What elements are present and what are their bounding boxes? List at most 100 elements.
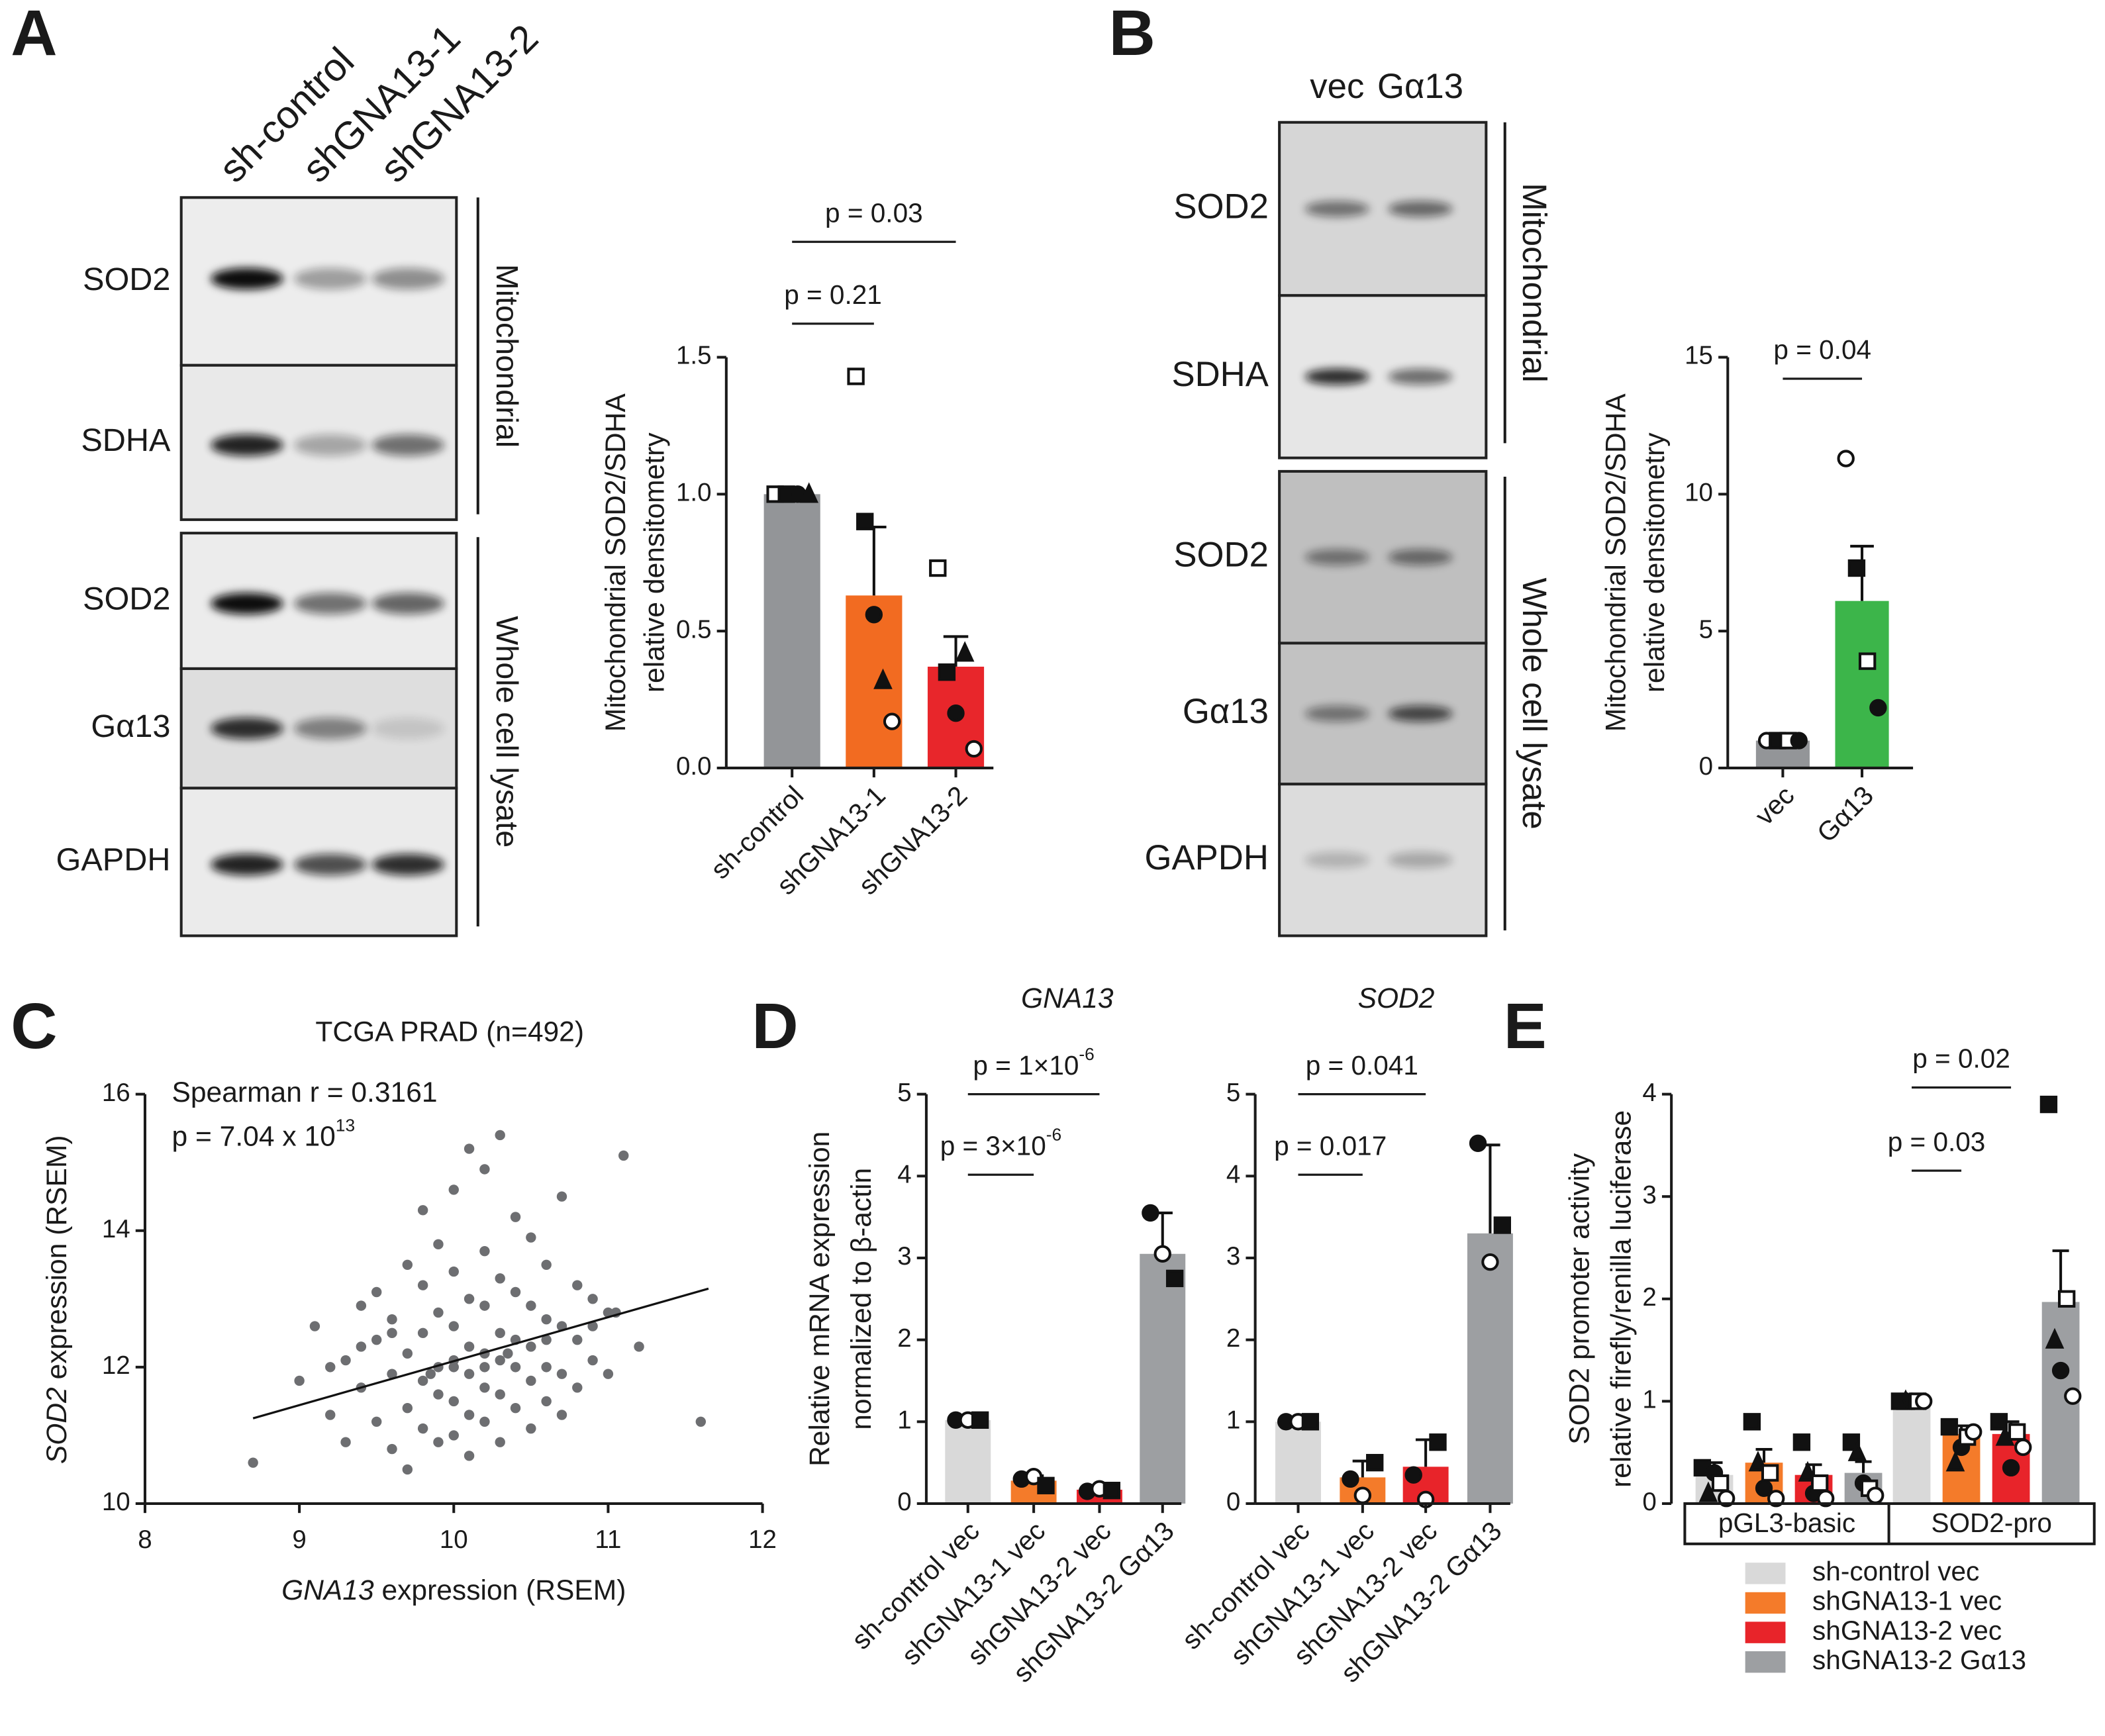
data-point	[1698, 1481, 1718, 1502]
data-point	[402, 1348, 413, 1359]
y-tick-label: 0	[1699, 752, 1713, 781]
significance-label: p = 0.03	[825, 197, 923, 228]
y-tick-label: 15	[1685, 342, 1713, 370]
data-point	[541, 1396, 552, 1407]
band	[1304, 549, 1369, 565]
error-bar	[1755, 1448, 1773, 1463]
data-point	[947, 704, 965, 722]
data-point	[587, 1321, 598, 1331]
x-tick-label: 10	[440, 1525, 468, 1554]
band	[294, 434, 367, 456]
data-point	[479, 1362, 490, 1373]
data-point	[971, 1411, 989, 1429]
data-point	[856, 512, 874, 530]
data-point	[526, 1232, 536, 1243]
y-axis-label: SOD2 promoter activity	[1564, 1153, 1596, 1445]
x-axis-label-italic: GNA13	[281, 1574, 374, 1606]
data-point	[541, 1314, 552, 1325]
data-point	[587, 1294, 598, 1304]
significance-label: p = 0.041	[1306, 1050, 1418, 1081]
legend-swatch	[1745, 1592, 1786, 1614]
data-point	[799, 482, 819, 503]
data-point	[541, 1334, 552, 1345]
data-point	[448, 1321, 459, 1331]
bar	[763, 494, 820, 768]
panel-letter: E	[1504, 990, 1547, 1062]
chart-title: GNA13	[1021, 983, 1114, 1014]
data-point	[387, 1327, 397, 1339]
blot-row-label: Gα13	[91, 708, 170, 744]
data-point	[510, 1362, 521, 1373]
band	[211, 593, 283, 614]
data-point	[526, 1341, 536, 1352]
data-point	[2039, 1095, 2058, 1114]
data-point	[1301, 1413, 1320, 1431]
data-point	[1469, 1134, 1487, 1153]
y-tick-label: 0	[1226, 1488, 1240, 1516]
data-point	[433, 1239, 444, 1250]
data-point	[248, 1457, 258, 1468]
band	[294, 267, 367, 290]
y-tick-label: 3	[1642, 1181, 1656, 1209]
data-point	[1915, 1392, 1933, 1410]
blot-group-label: Whole cell lysate	[1516, 578, 1553, 830]
significance-label: p = 0.03	[1888, 1126, 1986, 1157]
y-tick-label: 3	[1226, 1242, 1240, 1271]
y-tick-label: 16	[102, 1079, 130, 1107]
data-point	[448, 1362, 459, 1373]
significance-label-base: p = 1×10	[973, 1050, 1079, 1081]
data-point	[340, 1355, 351, 1366]
band	[294, 717, 367, 740]
chart-title: TCGA PRAD (n=492)	[315, 1016, 584, 1048]
data-point	[1366, 1453, 1384, 1472]
data-point	[479, 1245, 490, 1257]
x-axis-label-rest: expression (RSEM)	[374, 1574, 626, 1606]
panel-letter: C	[11, 990, 57, 1062]
data-point	[1743, 1413, 1761, 1431]
y-tick-label: 1	[1642, 1386, 1656, 1414]
data-point	[2002, 1459, 2020, 1477]
data-point	[479, 1382, 490, 1393]
data-point	[603, 1369, 614, 1379]
blot-group-label: Whole cell lysate	[490, 616, 524, 847]
data-point	[618, 1150, 629, 1161]
data-point	[1342, 1470, 1359, 1488]
data-point	[294, 1375, 305, 1386]
data-point	[2014, 1438, 2032, 1457]
data-point	[1847, 559, 1866, 577]
band	[1304, 851, 1369, 868]
y-tick-label: 10	[1685, 479, 1713, 507]
data-point	[417, 1375, 428, 1386]
data-point	[695, 1416, 707, 1427]
data-point	[1817, 1490, 1835, 1508]
data-point	[417, 1423, 428, 1434]
data-point	[938, 663, 956, 681]
y-tick-label: 0.0	[676, 752, 712, 781]
chart-title: SOD2	[1358, 983, 1435, 1014]
x-tick-label: 12	[748, 1525, 777, 1554]
legend-label: sh-control vec	[1812, 1556, 1979, 1586]
data-point	[572, 1280, 583, 1290]
data-point	[464, 1341, 475, 1352]
significance-label-sup: -6	[1046, 1124, 1061, 1144]
data-point	[1429, 1433, 1447, 1451]
band	[211, 267, 283, 290]
data-point	[965, 740, 983, 758]
band	[1304, 705, 1369, 722]
x-axis-label: GNA13 expression (RSEM)	[281, 1574, 626, 1606]
data-point	[495, 1355, 505, 1366]
panel-letter: D	[752, 990, 798, 1062]
y-tick-label: 1.5	[676, 342, 712, 370]
data-point	[1711, 1474, 1730, 1492]
significance-label-sup: -6	[1079, 1044, 1094, 1064]
significance-label: p = 0.21	[784, 279, 882, 310]
data-point	[1965, 1423, 1983, 1441]
data-point	[448, 1184, 459, 1195]
blot-row-label: GAPDH	[56, 842, 170, 878]
data-point	[464, 1369, 475, 1379]
y-axis-label: Mitochondrial SOD2/SDHA	[600, 393, 632, 732]
data-point	[1792, 1433, 1811, 1451]
bar	[945, 1420, 991, 1504]
significance-label: p = 0.02	[1912, 1043, 2010, 1074]
data-point	[1761, 1464, 1779, 1482]
